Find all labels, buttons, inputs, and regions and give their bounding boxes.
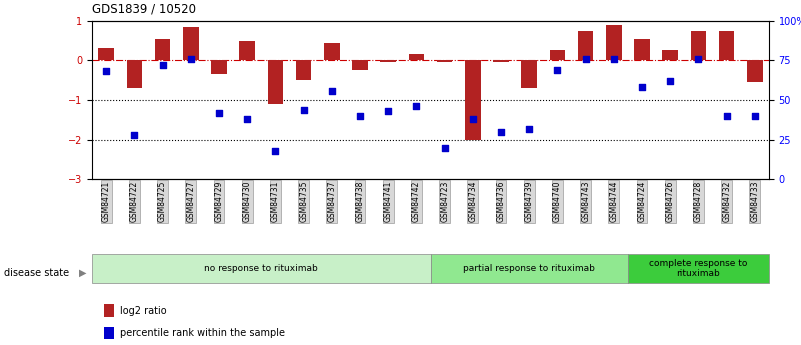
Text: complete response to
rituximab: complete response to rituximab [650, 258, 747, 278]
Bar [690, 31, 706, 60]
Text: GSM84730: GSM84730 [243, 181, 252, 223]
Text: GDS1839 / 10520: GDS1839 / 10520 [92, 2, 196, 16]
Text: GSM84739: GSM84739 [525, 181, 533, 223]
Point [466, 116, 479, 122]
Text: GSM84727: GSM84727 [187, 181, 195, 222]
Text: GSM84737: GSM84737 [328, 181, 336, 223]
Point [325, 88, 338, 93]
Point [269, 148, 282, 154]
Text: GSM84736: GSM84736 [497, 181, 505, 223]
Text: GSM84740: GSM84740 [553, 181, 562, 223]
Text: GSM84744: GSM84744 [610, 181, 618, 223]
Text: GSM84726: GSM84726 [666, 181, 674, 222]
Text: GSM84722: GSM84722 [130, 181, 139, 222]
Point [664, 78, 677, 84]
Text: disease state: disease state [4, 268, 69, 277]
FancyBboxPatch shape [92, 254, 430, 283]
Text: GSM84742: GSM84742 [412, 181, 421, 222]
Point [636, 85, 649, 90]
Text: GSM84723: GSM84723 [440, 181, 449, 222]
Text: GSM84731: GSM84731 [271, 181, 280, 222]
Text: GSM84725: GSM84725 [158, 181, 167, 222]
Bar [521, 60, 537, 88]
Bar [296, 60, 312, 80]
Bar [465, 60, 481, 140]
Bar [719, 31, 735, 60]
Point [692, 56, 705, 61]
Point [382, 108, 395, 114]
FancyBboxPatch shape [628, 254, 769, 283]
Bar [127, 60, 142, 88]
Bar [549, 50, 566, 60]
Text: GSM84734: GSM84734 [469, 181, 477, 223]
Bar [239, 41, 255, 60]
Bar [437, 60, 453, 62]
Bar [634, 39, 650, 60]
Text: GSM84728: GSM84728 [694, 181, 703, 222]
Bar [183, 27, 199, 60]
Text: GSM84741: GSM84741 [384, 181, 392, 222]
Bar [99, 49, 114, 60]
Text: GSM84733: GSM84733 [751, 181, 759, 223]
Text: GSM84729: GSM84729 [215, 181, 223, 222]
Bar [155, 39, 171, 60]
Text: no response to rituximab: no response to rituximab [204, 264, 318, 273]
Point [184, 56, 197, 61]
Bar [747, 60, 763, 82]
Point [438, 145, 451, 150]
Bar [211, 60, 227, 74]
Bar [409, 55, 425, 60]
FancyBboxPatch shape [430, 254, 628, 283]
Point [410, 104, 423, 109]
Bar [324, 42, 340, 60]
Text: GSM84743: GSM84743 [582, 181, 590, 223]
Point [720, 113, 733, 119]
Bar [493, 60, 509, 62]
Point [607, 56, 620, 61]
Point [579, 56, 592, 61]
Bar [578, 31, 594, 60]
Text: ▶: ▶ [78, 268, 86, 277]
Point [212, 110, 225, 116]
Point [551, 67, 564, 73]
Bar [662, 50, 678, 60]
Text: percentile rank within the sample: percentile rank within the sample [120, 328, 285, 338]
Point [128, 132, 141, 138]
Point [523, 126, 536, 131]
Point [241, 116, 254, 122]
Text: log2 ratio: log2 ratio [120, 306, 167, 315]
Text: GSM84721: GSM84721 [102, 181, 111, 222]
Text: GSM84735: GSM84735 [299, 181, 308, 223]
Bar [380, 60, 396, 62]
Text: GSM84732: GSM84732 [723, 181, 731, 222]
Bar [352, 60, 368, 70]
Point [100, 69, 113, 74]
Text: GSM84738: GSM84738 [356, 181, 364, 222]
Point [353, 113, 366, 119]
Point [495, 129, 508, 135]
Bar [268, 60, 284, 104]
Text: GSM84724: GSM84724 [638, 181, 646, 222]
Point [748, 113, 761, 119]
Bar [606, 25, 622, 60]
Point [156, 62, 169, 68]
Point [297, 107, 310, 112]
Text: partial response to rituximab: partial response to rituximab [463, 264, 595, 273]
